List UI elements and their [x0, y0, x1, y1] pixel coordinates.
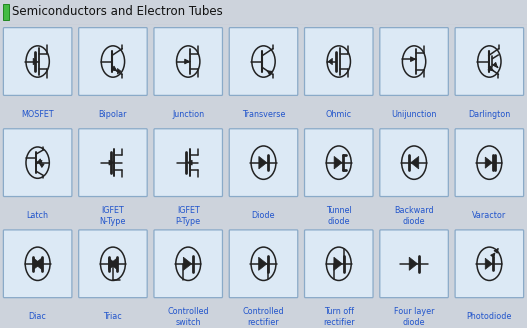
Text: Backward
diode: Backward diode: [394, 206, 434, 226]
Text: Controlled
switch: Controlled switch: [168, 307, 209, 327]
Text: Tunnel
diode: Tunnel diode: [326, 206, 352, 226]
Text: Bipolar: Bipolar: [99, 110, 127, 119]
FancyBboxPatch shape: [455, 28, 524, 95]
FancyBboxPatch shape: [229, 129, 298, 196]
FancyBboxPatch shape: [3, 230, 72, 298]
Text: Four layer
diode: Four layer diode: [394, 307, 434, 327]
Polygon shape: [183, 257, 192, 270]
FancyBboxPatch shape: [229, 28, 298, 95]
Text: IGFET
N-Type: IGFET N-Type: [100, 206, 126, 226]
FancyBboxPatch shape: [305, 230, 373, 298]
Text: Controlled
rectifier: Controlled rectifier: [243, 307, 284, 327]
Polygon shape: [409, 257, 417, 270]
FancyBboxPatch shape: [455, 129, 524, 196]
Polygon shape: [33, 258, 41, 270]
FancyBboxPatch shape: [3, 129, 72, 196]
FancyBboxPatch shape: [455, 230, 524, 298]
FancyBboxPatch shape: [380, 28, 448, 95]
FancyBboxPatch shape: [154, 230, 222, 298]
FancyBboxPatch shape: [3, 4, 9, 20]
FancyBboxPatch shape: [154, 129, 222, 196]
Text: Diode: Diode: [252, 211, 275, 220]
Polygon shape: [485, 157, 492, 168]
Polygon shape: [334, 257, 342, 270]
Text: MOSFET: MOSFET: [21, 110, 54, 119]
Text: Varactor: Varactor: [472, 211, 506, 220]
Text: IGFET
P-Type: IGFET P-Type: [175, 206, 201, 226]
FancyBboxPatch shape: [305, 129, 373, 196]
Text: Ohmic: Ohmic: [326, 110, 352, 119]
Text: Diac: Diac: [28, 313, 46, 321]
FancyBboxPatch shape: [154, 28, 222, 95]
Polygon shape: [411, 156, 419, 169]
FancyBboxPatch shape: [380, 129, 448, 196]
FancyBboxPatch shape: [229, 230, 298, 298]
Polygon shape: [109, 258, 116, 270]
Text: Semiconductors and Electron Tubes: Semiconductors and Electron Tubes: [12, 5, 222, 18]
FancyBboxPatch shape: [79, 230, 147, 298]
Polygon shape: [35, 258, 42, 270]
FancyBboxPatch shape: [3, 28, 72, 95]
Text: Triac: Triac: [103, 313, 122, 321]
Polygon shape: [110, 258, 118, 270]
Text: Unijunction: Unijunction: [392, 110, 437, 119]
FancyBboxPatch shape: [79, 28, 147, 95]
Polygon shape: [259, 156, 267, 169]
Text: Transverse: Transverse: [242, 110, 285, 119]
FancyBboxPatch shape: [380, 230, 448, 298]
Polygon shape: [334, 156, 342, 169]
Polygon shape: [259, 257, 267, 270]
Text: Darlington: Darlington: [468, 110, 511, 119]
FancyBboxPatch shape: [305, 28, 373, 95]
Polygon shape: [485, 258, 492, 269]
Text: Photodiode: Photodiode: [467, 313, 512, 321]
Text: Junction: Junction: [172, 110, 204, 119]
Polygon shape: [328, 58, 333, 65]
Text: Turn off
rectifier: Turn off rectifier: [323, 307, 355, 327]
Polygon shape: [118, 69, 121, 74]
Text: Latch: Latch: [27, 211, 48, 220]
FancyBboxPatch shape: [79, 129, 147, 196]
Polygon shape: [33, 58, 37, 65]
